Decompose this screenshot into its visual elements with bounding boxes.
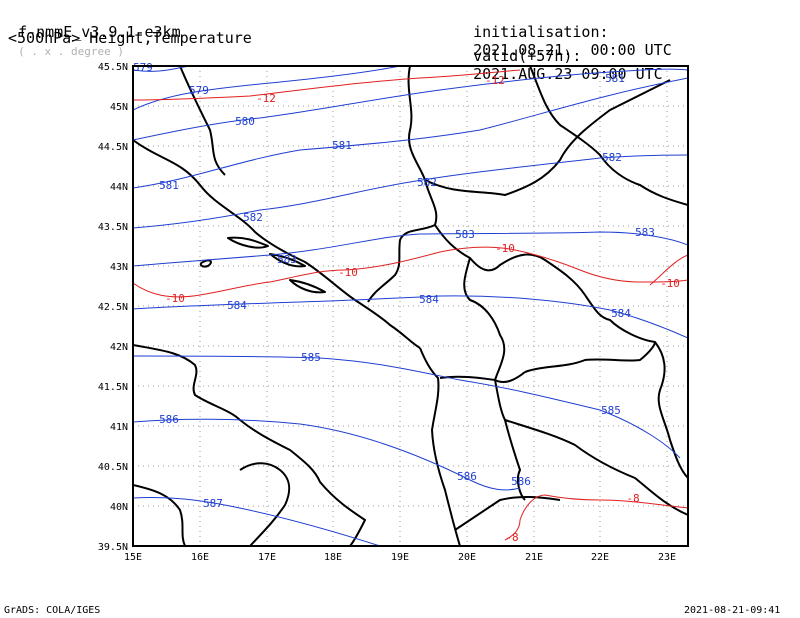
lat-label: 44.5N [98, 142, 128, 153]
temp-label: -8 [505, 531, 518, 544]
height-label: 584 [611, 307, 631, 320]
lon-label: 18E [324, 552, 342, 563]
height-label: 584 [227, 299, 247, 312]
height-label: 585 [301, 351, 321, 364]
lat-label: 42.5N [98, 302, 128, 313]
temp-label: -12 [485, 74, 505, 87]
height-label: 581 [159, 179, 179, 192]
height-label: 585 [601, 404, 621, 417]
lon-label: 22E [591, 552, 609, 563]
lon-label: 16E [191, 552, 209, 563]
lat-label: 40.5N [98, 462, 128, 473]
height-label: 579 [133, 61, 153, 74]
height-isolines [133, 66, 688, 546]
height-label: 582 [417, 176, 437, 189]
lon-label: 19E [391, 552, 409, 563]
lat-label: 42N [110, 342, 128, 353]
init-line: initialisation: 2021.08.21. 00:00 UTC [455, 5, 672, 59]
height-label: 582 [602, 151, 622, 164]
latitude-labels: 45.5N 45N 44.5N 44N 43.5N 43N 42.5N 42N … [98, 62, 128, 553]
footer-credit: GrADS: COLA/IGES [4, 605, 101, 616]
lat-label: 43N [110, 262, 128, 273]
footer-timestamp: 2021-08-21-09:41 [684, 605, 781, 616]
height-label: 583 [635, 226, 655, 239]
temp-label: -12 [256, 92, 276, 105]
height-label: 580 [235, 115, 255, 128]
temp-label: -10 [165, 292, 185, 305]
temp-label: -10 [495, 242, 515, 255]
lat-label: 40N [110, 502, 128, 513]
valid-line: valid(+57h): 2021.AUG.23 09:00 UTC [455, 29, 663, 83]
height-label: 587 [203, 497, 223, 510]
coastlines-borders [133, 66, 688, 546]
lat-label: 41.5N [98, 382, 128, 393]
longitude-labels: 15E 16E 17E 18E 19E 20E 21E 22E 23E [124, 552, 676, 563]
valid-value: 2021.AUG.23 09:00 UTC [473, 65, 663, 83]
lat-label: 41N [110, 422, 128, 433]
height-label: 586 [457, 470, 477, 483]
lat-label: 43.5N [98, 222, 128, 233]
grid-lines [133, 66, 688, 546]
height-label: 584 [419, 293, 439, 306]
model-title: f-nmmE_v3.9.1-e3km [18, 23, 181, 41]
lon-label: 20E [458, 552, 476, 563]
height-label: 581 [605, 72, 625, 85]
lat-label: 44N [110, 182, 128, 193]
height-label: 583 [277, 253, 297, 266]
height-label: 582 [243, 211, 263, 224]
height-label: 586 [159, 413, 179, 426]
temperature-labels: -12 -12 -10 -10 -10 -10 -8 -8 [165, 74, 680, 544]
height-labels: 579 579 580 581 581 581 582 582 582 583 … [133, 61, 655, 510]
plot-frame [132, 65, 689, 547]
height-label: 581 [332, 139, 352, 152]
temp-label: -8 [626, 492, 639, 505]
temperature-isolines [133, 69, 688, 541]
field-title: <500hPa> Height,Temperature [8, 29, 252, 47]
init-label: initialisation: [473, 23, 609, 41]
lon-label: 21E [525, 552, 543, 563]
init-value: 2021.08.21. 00:00 UTC [473, 41, 672, 59]
height-label: 586 [511, 475, 531, 488]
lat-label: 39.5N [98, 542, 128, 553]
valid-label: valid(+57h): [473, 47, 582, 65]
height-label: 583 [455, 228, 475, 241]
model-name: f-nmmE_v3.9.1-e3km ( . x . degree ) [0, 5, 181, 61]
lat-label: 45.5N [98, 62, 128, 73]
lon-label: 17E [258, 552, 276, 563]
lat-label: 45N [110, 102, 128, 113]
height-label: 579 [189, 84, 209, 97]
grid-note: ( . x . degree ) [18, 45, 125, 58]
lon-label: 15E [124, 552, 142, 563]
lon-label: 23E [658, 552, 676, 563]
temp-label: -10 [660, 277, 680, 290]
temp-label: -10 [338, 266, 358, 279]
